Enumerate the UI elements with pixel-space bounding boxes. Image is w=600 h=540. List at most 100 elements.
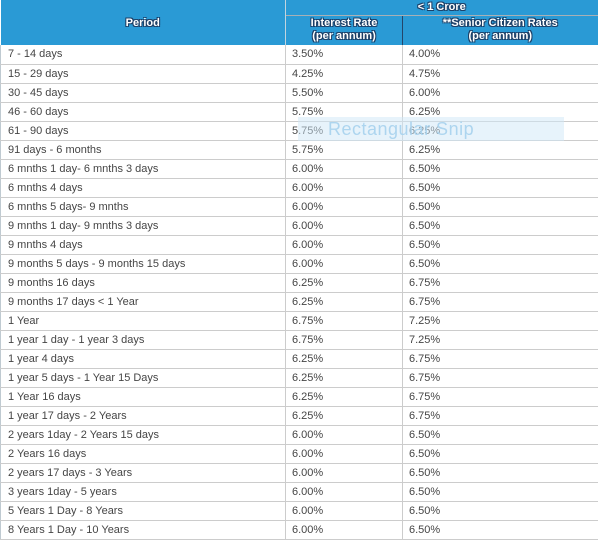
period-cell: 61 - 90 days bbox=[0, 121, 286, 141]
table-row: 1 year 5 days - 1 Year 15 Days 6.25% 6.75% bbox=[0, 368, 598, 388]
senior-rate-cell: 6.50% bbox=[402, 254, 598, 274]
interest-rate-cell: 6.00% bbox=[285, 197, 403, 217]
interest-rate-cell: 6.00% bbox=[285, 216, 403, 236]
table-row: 7 - 14 days 3.50% 4.00% bbox=[0, 45, 598, 65]
senior-rate-cell: 6.50% bbox=[402, 178, 598, 198]
senior-rate-cell: 4.75% bbox=[402, 64, 598, 84]
rates-table-header: Period < 1 Crore Interest Rate (per annu… bbox=[0, 0, 598, 45]
table-row: 91 days - 6 months 5.75% 6.25% bbox=[0, 140, 598, 160]
senior-rate-cell: 4.00% bbox=[402, 45, 598, 65]
interest-rate-cell: 6.00% bbox=[285, 444, 403, 464]
column-header-interest-rate: Interest Rate (per annum) bbox=[285, 15, 403, 45]
period-cell: 7 - 14 days bbox=[0, 45, 286, 65]
table-row: 8 Years 1 Day - 10 Years 6.00% 6.50% bbox=[0, 520, 598, 540]
senior-rate-cell: 6.00% bbox=[402, 83, 598, 103]
interest-rate-cell: 6.00% bbox=[285, 520, 403, 540]
table-row: 15 - 29 days 4.25% 4.75% bbox=[0, 64, 598, 84]
senior-rate-cell: 6.50% bbox=[402, 444, 598, 464]
senior-rate-cell: 6.75% bbox=[402, 349, 598, 369]
table-row: 1 year 17 days - 2 Years 6.25% 6.75% bbox=[0, 406, 598, 426]
period-cell: 15 - 29 days bbox=[0, 64, 286, 84]
interest-rate-cell: 6.25% bbox=[285, 292, 403, 312]
period-cell: 91 days - 6 months bbox=[0, 140, 286, 160]
senior-rate-cell: 6.50% bbox=[402, 235, 598, 255]
table-row: 6 mnths 1 day- 6 mnths 3 days 6.00% 6.50% bbox=[0, 159, 598, 179]
table-row: 46 - 60 days 5.75% 6.25% bbox=[0, 102, 598, 122]
table-row: 30 - 45 days 5.50% 6.00% bbox=[0, 83, 598, 103]
table-row: 6 mnths 4 days 6.00% 6.50% bbox=[0, 178, 598, 198]
senior-rate-cell: 7.25% bbox=[402, 330, 598, 350]
interest-rate-cell: 6.75% bbox=[285, 311, 403, 331]
senior-rate-cell: 6.50% bbox=[402, 501, 598, 521]
interest-rate-cell: 6.25% bbox=[285, 368, 403, 388]
period-cell: 6 mnths 1 day- 6 mnths 3 days bbox=[0, 159, 286, 179]
period-cell: 30 - 45 days bbox=[0, 83, 286, 103]
table-row: 1 year 4 days 6.25% 6.75% bbox=[0, 349, 598, 369]
period-cell: 9 mnths 1 day- 9 mnths 3 days bbox=[0, 216, 286, 236]
interest-rate-cell: 6.25% bbox=[285, 349, 403, 369]
column-header-period: Period bbox=[0, 0, 286, 45]
period-cell: 46 - 60 days bbox=[0, 102, 286, 122]
interest-rate-cell: 5.75% bbox=[285, 140, 403, 160]
table-row: 2 years 1day - 2 Years 15 days 6.00% 6.50% bbox=[0, 425, 598, 445]
rates-table-body: 7 - 14 days 3.50% 4.00% 15 - 29 days 4.25% 4.… bbox=[0, 45, 598, 540]
period-cell: 1 Year bbox=[0, 311, 286, 331]
interest-rate-cell: 6.00% bbox=[285, 501, 403, 521]
table-row: 9 months 17 days < 1 Year 6.25% 6.75% bbox=[0, 292, 598, 312]
senior-rate-cell: 6.50% bbox=[402, 425, 598, 445]
table-row: 9 mnths 4 days 6.00% 6.50% bbox=[0, 235, 598, 255]
interest-rate-cell: 3.50% bbox=[285, 45, 403, 65]
senior-rate-cell: 6.50% bbox=[402, 482, 598, 502]
senior-rate-cell: 6.25% bbox=[402, 140, 598, 160]
period-cell: 1 year 17 days - 2 Years bbox=[0, 406, 286, 426]
table-row: 2 years 17 days - 3 Years 6.00% 6.50% bbox=[0, 463, 598, 483]
interest-rate-cell: 6.00% bbox=[285, 254, 403, 274]
interest-rate-cell: 6.25% bbox=[285, 406, 403, 426]
interest-rate-cell: 5.50% bbox=[285, 83, 403, 103]
senior-rate-cell: 6.50% bbox=[402, 520, 598, 540]
period-cell: 1 year 1 day - 1 year 3 days bbox=[0, 330, 286, 350]
senior-rate-cell: 6.75% bbox=[402, 406, 598, 426]
table-row: 1 Year 6.75% 7.25% bbox=[0, 311, 598, 331]
senior-rate-cell: 6.25% bbox=[402, 102, 598, 122]
column-header-senior-citizen-rates: **Senior Citizen Rates (per annum) bbox=[402, 15, 598, 45]
period-cell: 9 months 5 days - 9 months 15 days bbox=[0, 254, 286, 274]
column-group-header-under-1-crore: < 1 Crore bbox=[285, 0, 598, 16]
period-cell: 2 years 17 days - 3 Years bbox=[0, 463, 286, 483]
interest-rate-cell: 6.00% bbox=[285, 482, 403, 502]
senior-rate-cell: 6.75% bbox=[402, 292, 598, 312]
period-cell: 3 years 1day - 5 years bbox=[0, 482, 286, 502]
senior-rate-cell: 6.50% bbox=[402, 159, 598, 179]
table-row: 61 - 90 days 5.75% 6.25% bbox=[0, 121, 598, 141]
period-cell: 2 Years 16 days bbox=[0, 444, 286, 464]
senior-rate-cell: 6.50% bbox=[402, 463, 598, 483]
senior-rate-cell: 6.50% bbox=[402, 197, 598, 217]
table-row: 1 year 1 day - 1 year 3 days 6.75% 7.25% bbox=[0, 330, 598, 350]
period-cell: 6 mnths 5 days- 9 mnths bbox=[0, 197, 286, 217]
interest-rate-cell: 6.75% bbox=[285, 330, 403, 350]
table-row: 9 months 5 days - 9 months 15 days 6.00% 6… bbox=[0, 254, 598, 274]
table-row: 9 months 16 days 6.25% 6.75% bbox=[0, 273, 598, 293]
period-cell: 2 years 1day - 2 Years 15 days bbox=[0, 425, 286, 445]
senior-rate-cell: 6.75% bbox=[402, 387, 598, 407]
senior-rate-cell: 6.75% bbox=[402, 273, 598, 293]
senior-rate-cell: 6.25% bbox=[402, 121, 598, 141]
table-row: 2 Years 16 days 6.00% 6.50% bbox=[0, 444, 598, 464]
table-row: 5 Years 1 Day - 8 Years 6.00% 6.50% bbox=[0, 501, 598, 521]
period-cell: 9 months 16 days bbox=[0, 273, 286, 293]
interest-rate-cell: 6.00% bbox=[285, 235, 403, 255]
senior-rate-cell: 7.25% bbox=[402, 311, 598, 331]
period-cell: 8 Years 1 Day - 10 Years bbox=[0, 520, 286, 540]
interest-rate-cell: 6.25% bbox=[285, 273, 403, 293]
interest-rate-cell: 5.75% bbox=[285, 102, 403, 122]
period-cell: 1 year 5 days - 1 Year 15 Days bbox=[0, 368, 286, 388]
interest-rate-cell: 6.00% bbox=[285, 159, 403, 179]
table-row: 3 years 1day - 5 years 6.00% 6.50% bbox=[0, 482, 598, 502]
interest-rate-cell: 6.00% bbox=[285, 425, 403, 445]
table-row: 1 Year 16 days 6.25% 6.75% bbox=[0, 387, 598, 407]
interest-rate-cell: 5.75% bbox=[285, 121, 403, 141]
period-cell: 5 Years 1 Day - 8 Years bbox=[0, 501, 286, 521]
senior-rate-cell: 6.75% bbox=[402, 368, 598, 388]
